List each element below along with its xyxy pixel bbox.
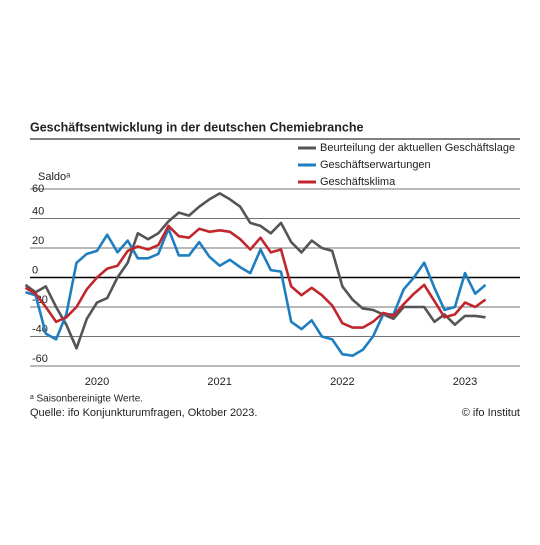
series-line (24, 224, 487, 329)
legend-label: Beurteilung der aktuellen Geschäftslage (320, 142, 515, 154)
credit: © ifo Institut (462, 407, 520, 419)
y-axis-label: Saldoᵃ (38, 171, 71, 183)
source: Quelle: ifo Konjunkturumfragen, Oktober … (30, 407, 257, 419)
series-line (24, 192, 486, 350)
legend-label: Geschäftserwartungen (320, 159, 431, 171)
chart-title: Geschäftsentwicklung in der deutschen Ch… (30, 120, 363, 134)
footnote: ᵃ Saisonbereinigte Werte. (30, 394, 143, 405)
y-tick-label: -60 (32, 353, 48, 365)
y-tick-label: 20 (32, 235, 44, 247)
y-tick-label: 0 (32, 264, 38, 276)
x-tick-label: 2022 (330, 376, 354, 388)
x-tick-label: 2021 (207, 376, 231, 388)
x-tick-label: 2020 (85, 376, 109, 388)
legend-label: Geschäftsklima (320, 176, 396, 188)
series-line (25, 227, 487, 358)
x-tick-label: 2023 (453, 376, 477, 388)
y-tick-label: 40 (32, 205, 44, 217)
